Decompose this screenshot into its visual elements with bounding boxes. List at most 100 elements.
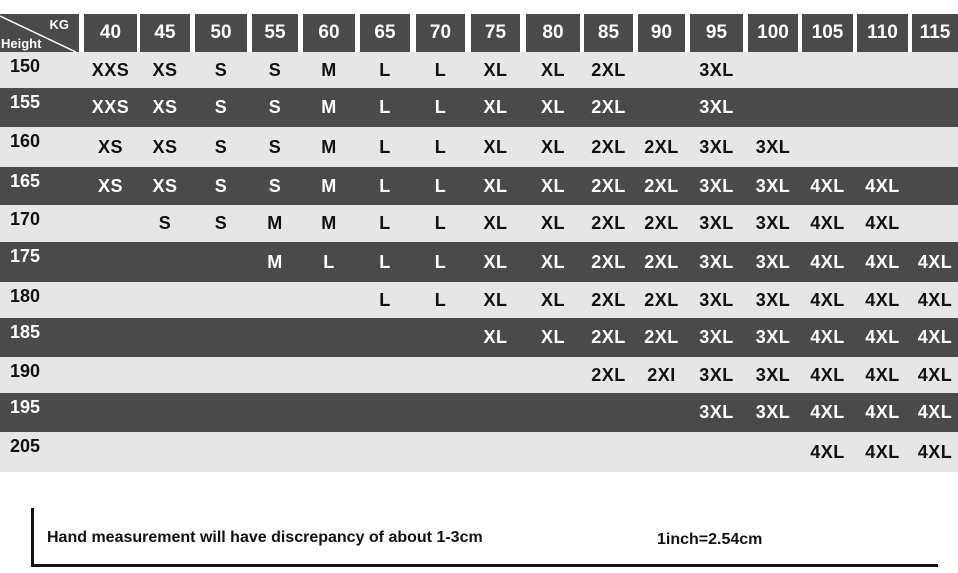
size-cell: 2XL [591, 289, 626, 310]
size-cell: L [434, 251, 447, 272]
size-cell: XXS [91, 59, 130, 80]
height-label: 150 [10, 56, 41, 76]
size-cell: L [379, 59, 391, 80]
size-cell: 3XL [699, 402, 734, 422]
size-cell: M [321, 97, 337, 117]
weight-header-45: 45 [140, 14, 190, 52]
size-cell: 2XL [591, 213, 626, 233]
size-cell [798, 127, 857, 167]
size-cell: S [268, 59, 282, 80]
size-cell: 2XL [591, 251, 626, 272]
size-cell [80, 205, 141, 242]
note-frame [31, 508, 938, 567]
size-cell: 2XL [644, 327, 679, 347]
size-cell: XL [540, 175, 565, 196]
height-label: 195 [10, 397, 41, 417]
size-cell: 3XL [755, 402, 791, 422]
table-row-175: 175 M L L L XL XL 2XL 2XL 3XL 3XL 4XL 4XL 4XL [0, 242, 958, 282]
weight-header-80: 80 [526, 14, 580, 52]
weight-header-65: 65 [360, 14, 410, 52]
size-cell [634, 432, 689, 472]
size-cell: 3XL [755, 251, 791, 272]
size-cell: S [214, 175, 228, 196]
size-cell: XL [540, 213, 565, 233]
size-cell: L [323, 251, 335, 272]
size-cell: S [214, 213, 228, 233]
size-cell [136, 357, 194, 393]
table-row-165: 165 XS XS S S M L L XL XL 2XL 2XL 3XL 3XL 4XL 4XL [0, 167, 958, 205]
size-cell [356, 432, 414, 472]
size-cell: XXS [91, 97, 130, 117]
size-cell [191, 318, 251, 357]
size-cell: 4XL [810, 402, 845, 422]
size-cell [356, 318, 414, 357]
size-cell [744, 88, 802, 127]
size-cell: L [434, 213, 447, 233]
size-cell: 4XL [865, 289, 900, 310]
size-cell: XS [152, 175, 178, 196]
size-cell: XS [152, 59, 178, 80]
size-cell: L [379, 213, 391, 233]
size-cell: 2XL [591, 59, 626, 80]
size-cell: XS [152, 97, 178, 117]
size-cell: 4XL [865, 441, 900, 462]
weight-header-70: 70 [416, 14, 465, 52]
height-label: 205 [10, 436, 41, 456]
size-cell [191, 282, 251, 318]
size-cell [136, 242, 194, 282]
weight-header-60: 60 [303, 14, 355, 52]
size-cell [248, 357, 302, 393]
size-cell [248, 393, 302, 432]
weight-header-105: 105 [802, 14, 853, 52]
size-cell [798, 88, 857, 127]
table-row-205: 205 4XL 4XL 4XL [0, 432, 958, 472]
size-cell: XL [483, 97, 508, 117]
size-cell: 4XL [810, 251, 845, 272]
size-cell: L [434, 136, 447, 157]
size-cell: 4XL [917, 327, 953, 347]
size-cell: 3XL [699, 364, 734, 385]
size-cell: 2XL [591, 175, 626, 196]
size-cell [634, 52, 689, 88]
size-cell [80, 432, 141, 472]
size-cell: 3XL [755, 213, 791, 233]
table-row-195: 195 3XL 3XL 4XL 4XL 4XL [0, 393, 958, 432]
size-cell [522, 432, 584, 472]
size-cell: 2XL [591, 97, 626, 117]
size-cell [248, 432, 302, 472]
table-row-150: 150 XXS XS S S M L L XL XL 2XL 3XL [0, 52, 958, 88]
weight-header-110: 110 [857, 14, 908, 52]
diagonal-divider [0, 15, 77, 52]
size-cell: XS [152, 136, 178, 157]
size-cell: L [434, 175, 447, 196]
size-cell [580, 393, 637, 432]
size-cell: 3XL [699, 136, 734, 157]
size-cell: L [379, 251, 391, 272]
height-label: 180 [10, 286, 41, 306]
table-row-185: 185 XL XL 2XL 2XL 3XL 3XL 4XL 4XL 4XL [0, 318, 958, 357]
size-cell: 4XL [917, 441, 953, 462]
size-cell: 4XL [810, 327, 845, 347]
height-label: 185 [10, 322, 41, 342]
size-cell [686, 432, 747, 472]
table-row-160: 160 XS XS S S M L L XL XL 2XL 2XL 3XL 3XL [0, 127, 958, 167]
size-cell [299, 282, 359, 318]
size-cell: XL [483, 289, 508, 310]
size-cell: M [321, 59, 337, 80]
size-cell [191, 357, 251, 393]
weight-header-100: 100 [748, 14, 798, 52]
size-cell [299, 432, 359, 472]
size-cell: 3XL [755, 327, 791, 347]
size-cell: 2XL [644, 213, 679, 233]
size-cell: 4XL [865, 327, 900, 347]
height-label: 170 [10, 209, 41, 229]
size-cell: 4XL [810, 175, 845, 196]
size-cell: 4XL [810, 441, 845, 462]
conversion-note: 1inch=2.54cm [657, 531, 763, 548]
size-cell [299, 318, 359, 357]
size-cell [191, 393, 251, 432]
weight-header-75: 75 [471, 14, 520, 52]
size-cell: XS [97, 175, 123, 196]
size-cell [467, 393, 524, 432]
size-cell: L [379, 289, 391, 310]
